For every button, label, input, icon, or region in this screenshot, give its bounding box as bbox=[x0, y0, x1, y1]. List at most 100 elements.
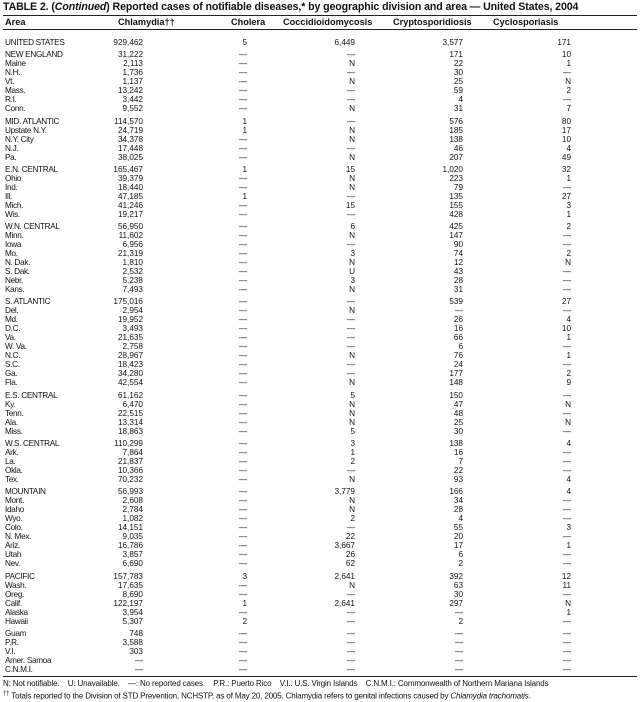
table-row: N.H. 1,736 — — 30 — bbox=[0, 68, 640, 77]
cell-cryptosporidiosis: 25 bbox=[453, 77, 463, 87]
table-row: P.R. 3,588 — — — — bbox=[0, 638, 640, 647]
cell-area: Ala. bbox=[5, 417, 18, 427]
table-row: S. ATLANTIC 175,016 — — 539 27 bbox=[0, 297, 640, 306]
row-group: W.S. CENTRAL 110,299—3 138 4 Ark. 7,864—1 16— L… bbox=[0, 439, 640, 484]
cell-chlamydia: 2,532 bbox=[122, 267, 144, 277]
cell-cyclosporiasis: — bbox=[562, 664, 571, 674]
cell-coccidioidomycosis: N bbox=[349, 77, 355, 87]
cell-area: Va. bbox=[5, 333, 16, 343]
cell-area: Tex. bbox=[5, 475, 19, 485]
cell-area: Wash. bbox=[5, 580, 27, 590]
cell-cyclosporiasis: — bbox=[562, 616, 571, 626]
cell-cholera: — bbox=[238, 475, 247, 485]
table-row: Wis. 19,217 — — 428 1 bbox=[0, 210, 640, 219]
cell-cholera: — bbox=[238, 496, 247, 506]
cell-chlamydia: 114,570 bbox=[114, 116, 143, 126]
cell-cholera: 5 bbox=[242, 38, 247, 47]
table-row: W. Va. 2,758 — — 6 — bbox=[0, 342, 640, 351]
cell-chlamydia: 1,810 bbox=[122, 258, 144, 268]
cell-cryptosporidiosis: 16 bbox=[453, 448, 463, 458]
row-group: PACIFIC 157,783 3 2,641 392 12 Wash. 17,635— N 63… bbox=[0, 572, 640, 626]
cell-cryptosporidiosis: 177 bbox=[449, 369, 463, 379]
cell-cryptosporidiosis: 3,577 bbox=[442, 38, 464, 47]
table-row: Tex. 70,232 — N 93 4 bbox=[0, 475, 640, 484]
row-group: E.N. CENTRAL 165,467 1 15 1,020 32 Ohio 39,379 —… bbox=[0, 165, 640, 219]
cell-cryptosporidiosis: 55 bbox=[453, 523, 463, 533]
table-row: D.C. 3,493 — — 16 10 bbox=[0, 324, 640, 333]
table-row: PACIFIC 157,783 3 2,641 392 12 bbox=[0, 572, 640, 581]
cell-cyclosporiasis: — bbox=[562, 457, 571, 467]
cell-chlamydia: 122,197 bbox=[113, 598, 143, 608]
cell-cyclosporiasis: 4 bbox=[566, 143, 571, 153]
cell-coccidioidomycosis: 2 bbox=[350, 457, 355, 467]
cell-area: W.N. CENTRAL bbox=[5, 222, 60, 232]
cell-area: PACIFIC bbox=[5, 571, 35, 581]
cell-chlamydia: 3,442 bbox=[122, 95, 144, 105]
cell-area: N. Dak. bbox=[5, 258, 31, 268]
header-chlamydia: Chlamydia†† bbox=[118, 17, 175, 27]
cell-chlamydia: 22,515 bbox=[117, 408, 143, 418]
cell-cyclosporiasis: 49 bbox=[561, 152, 571, 162]
cell-cyclosporiasis: 12 bbox=[561, 571, 571, 581]
cell-cholera: — bbox=[238, 173, 247, 183]
table-row: Maine 2,113 — N 22 1 bbox=[0, 59, 640, 68]
cell-cyclosporiasis: 1 bbox=[566, 333, 571, 343]
cell-area: P.R. bbox=[5, 637, 19, 647]
cell-chlamydia: 41,246 bbox=[117, 200, 143, 210]
table-row: Ohio 39,379 — N 223 1 bbox=[0, 174, 640, 183]
cell-cyclosporiasis: 10 bbox=[561, 324, 571, 334]
cell-area: C.N.M.I. bbox=[5, 664, 33, 674]
cell-coccidioidomycosis: — bbox=[346, 360, 355, 370]
cell-cryptosporidiosis: 93 bbox=[453, 475, 463, 485]
cell-cholera: — bbox=[238, 222, 247, 232]
cell-chlamydia: 2,784 bbox=[122, 505, 144, 515]
cell-chlamydia: 2,113 bbox=[123, 59, 143, 69]
cell-coccidioidomycosis: — bbox=[346, 655, 355, 665]
table-row: Fla. 42,554 — N 148 9 bbox=[0, 378, 640, 387]
row-group: S. ATLANTIC 175,016— —539 27 Del. 2,954— N — — Md… bbox=[0, 297, 640, 387]
dagger-italic: Chlamydia trachomatis bbox=[450, 691, 529, 701]
cell-cholera: — bbox=[238, 628, 247, 638]
table-row: R.I. 3,442 — — 4 — bbox=[0, 95, 640, 104]
cell-chlamydia: 175,016 bbox=[113, 297, 143, 307]
cell-cryptosporidiosis: 428 bbox=[449, 209, 463, 219]
cell-cryptosporidiosis: 2 bbox=[458, 616, 463, 626]
cell-cholera: — bbox=[238, 399, 247, 409]
cell-cryptosporidiosis: 576 bbox=[449, 116, 463, 126]
cell-area: N. Mex. bbox=[5, 532, 32, 542]
cell-cholera: — bbox=[238, 378, 247, 388]
cell-coccidioidomycosis: — bbox=[346, 86, 355, 96]
table-row: E.S. CENTRAL 61,162 — 5 150 — bbox=[0, 391, 640, 400]
cell-cholera: — bbox=[238, 104, 247, 114]
cell-cyclosporiasis: 4 bbox=[566, 439, 571, 449]
cell-cyclosporiasis: 27 bbox=[561, 191, 571, 201]
cell-coccidioidomycosis: — bbox=[346, 637, 355, 647]
cell-chlamydia: 748 bbox=[129, 628, 143, 638]
cell-cholera: — bbox=[238, 607, 247, 617]
cell-cholera: — bbox=[238, 297, 247, 307]
cell-chlamydia: 5,307 bbox=[122, 616, 144, 626]
cell-chlamydia: 3,857 bbox=[122, 550, 144, 560]
cell-cryptosporidiosis: 28 bbox=[453, 276, 463, 286]
cell-cyclosporiasis: 7 bbox=[566, 104, 571, 114]
cell-chlamydia: 56,993 bbox=[117, 487, 143, 497]
cell-cryptosporidiosis: 539 bbox=[449, 297, 463, 307]
cell-cholera: — bbox=[238, 324, 247, 334]
cell-cryptosporidiosis: 148 bbox=[449, 378, 463, 388]
table-row: E.N. CENTRAL 165,467 1 15 1,020 32 bbox=[0, 165, 640, 174]
cell-coccidioidomycosis: N bbox=[349, 496, 355, 506]
table-row: Utah 3,857 — 26 6 — bbox=[0, 550, 640, 559]
cell-cryptosporidiosis: — bbox=[454, 637, 463, 647]
cell-cholera: — bbox=[238, 182, 247, 192]
cell-cryptosporidiosis: 59 bbox=[453, 86, 463, 96]
bottom-rule bbox=[3, 676, 637, 677]
table-row: Ill. 47,185 1 — 135 27 bbox=[0, 192, 640, 201]
cell-coccidioidomycosis: — bbox=[346, 116, 355, 126]
cell-cyclosporiasis: 32 bbox=[561, 164, 571, 174]
cell-cholera: — bbox=[238, 258, 247, 268]
cell-area: Colo. bbox=[5, 523, 23, 533]
cell-cyclosporiasis: — bbox=[562, 646, 571, 656]
cell-chlamydia: 11,602 bbox=[118, 231, 143, 241]
cell-cyclosporiasis: 2 bbox=[566, 222, 571, 232]
cell-cyclosporiasis: — bbox=[562, 505, 571, 515]
